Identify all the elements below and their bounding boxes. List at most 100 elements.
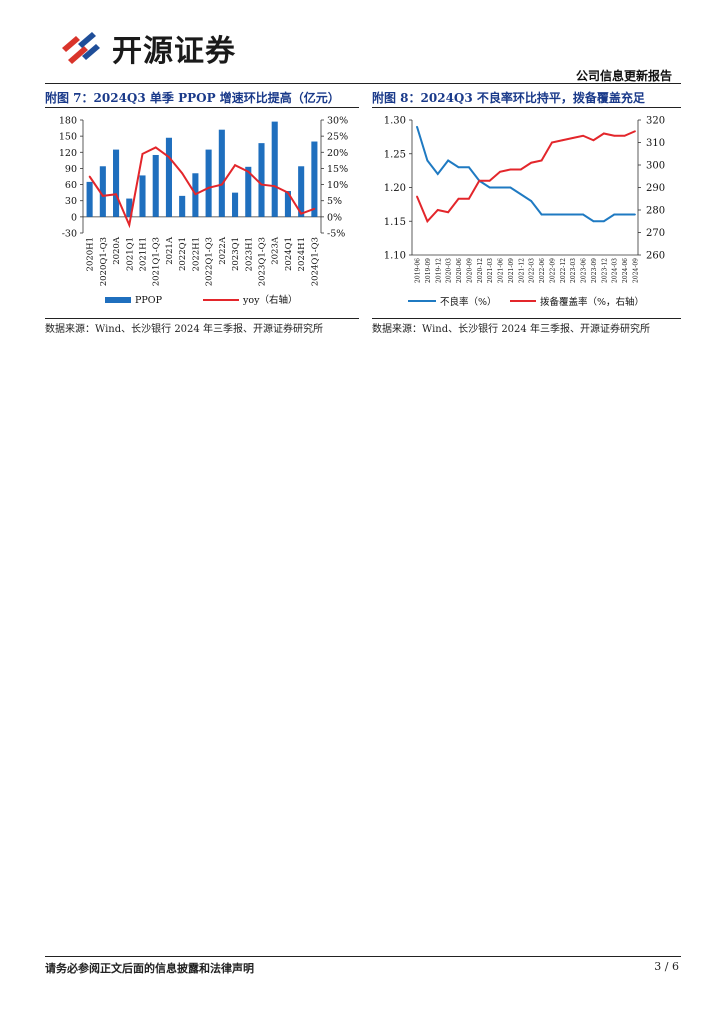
y2-tick-label: 10%: [327, 180, 348, 191]
figure-8-title: 附图 8：2024Q3 不良率环比持平，拨备覆盖充足: [372, 91, 645, 105]
y-tick-label: 1.10: [384, 251, 406, 262]
coverage-point: [519, 168, 522, 171]
x-tick-label: 2020A: [112, 236, 122, 265]
yoy-point: [260, 183, 263, 186]
y-tick-label: 120: [59, 148, 77, 159]
x-tick-label: 2023-03: [570, 258, 577, 283]
legend-label-npl: 不良率（%）: [440, 296, 497, 308]
coverage-point: [530, 161, 533, 164]
x-tick-label: 2022H1: [191, 237, 201, 271]
y2-tick-label: 30%: [327, 116, 348, 127]
y-tick-label: 30: [65, 196, 77, 207]
coverage-point: [426, 220, 429, 223]
ppop-bar: [99, 166, 106, 217]
coverage-ratio-line: [416, 130, 636, 224]
x-tick-label: 2021-03: [487, 258, 494, 283]
npl-point: [488, 186, 491, 189]
y2-tick-label: 280: [646, 206, 665, 217]
x-tick-label: 2021-09: [508, 258, 515, 283]
coverage-point: [634, 130, 636, 133]
npl-point: [551, 213, 553, 216]
npl-point: [519, 193, 522, 196]
ppop-bar: [86, 181, 93, 217]
y-tick-label: 1.20: [384, 183, 406, 194]
legend-label-coverage: 拨备覆盖率（%，右轴）: [540, 296, 644, 308]
kaiyuan-securities-logo-icon: [62, 32, 100, 64]
coverage-point: [561, 139, 564, 142]
x-tick-label: 2022Q1-Q3: [205, 237, 215, 286]
x-tick-label: 2024-06: [622, 258, 629, 283]
coverage-point: [488, 179, 491, 182]
yoy-point: [300, 212, 303, 215]
npl-point: [592, 220, 595, 223]
header-divider: [45, 83, 681, 84]
y2-tick-label: 290: [646, 183, 665, 194]
coverage-point: [436, 209, 439, 211]
yoy-point: [313, 207, 316, 210]
footer-divider: [45, 956, 681, 957]
ppop-bar: [271, 121, 278, 217]
y2-tick-label: 310: [646, 138, 665, 149]
y2-tick-label: 20%: [327, 148, 348, 159]
x-tick-label: 2022-03: [529, 258, 536, 283]
y2-tick-label: 270: [646, 228, 665, 239]
figure-7-title: 附图 7：2024Q3 单季 PPOP 增速环比提高（亿元）: [45, 91, 340, 105]
legend-label-ppop: PPOP: [135, 295, 163, 306]
x-tick-label: 2023-12: [601, 258, 608, 283]
figure-8-source-rule: [372, 318, 681, 319]
coverage-point: [582, 134, 584, 137]
yoy-point: [247, 170, 250, 173]
x-tick-label: 2021Q1-Q3: [152, 237, 162, 286]
y2-tick-label: 25%: [327, 132, 348, 143]
x-tick-label: 2021A: [165, 236, 175, 265]
ppop-bar: [311, 141, 318, 217]
y2-tick-label: 300: [646, 161, 665, 172]
x-tick-label: 2023Q1: [231, 237, 241, 271]
yoy-point: [181, 172, 184, 175]
legend-swatch-ppop: [105, 297, 131, 303]
coverage-point: [499, 170, 501, 173]
ppop-bar: [139, 175, 146, 217]
yoy-point: [194, 193, 197, 196]
x-tick-label: 2022A: [218, 236, 228, 265]
ppop-bar: [232, 192, 239, 217]
y-tick-label: 150: [59, 132, 77, 143]
y-tick-label: 90: [65, 164, 77, 175]
ppop-chart: -30 0 30 60 90 120 150 180 -5% 0% 5% 10% 15% 20% 25% 30…: [59, 116, 348, 307]
y2-tick-label: 5%: [327, 196, 342, 207]
report-type-label: 公司信息更新报告: [575, 69, 672, 83]
x-tick-label: 2022-06: [539, 258, 546, 283]
npl-point: [499, 186, 501, 189]
npl-point: [602, 220, 605, 223]
figure-8-title-rule: [372, 107, 681, 108]
npl-ratio-line: [416, 126, 635, 223]
npl-point: [509, 186, 512, 189]
yoy-point: [273, 185, 276, 188]
ppop-bar: [126, 198, 133, 217]
x-tick-label: 2022Q1: [178, 237, 188, 271]
figure-8-source: 数据来源：Wind、长沙银行 2024 年三季报、开源证券研究所: [372, 324, 650, 335]
y2-tick-label: 320: [646, 116, 665, 127]
yoy-point: [220, 183, 223, 186]
coverage-point: [602, 132, 605, 135]
coverage-point: [447, 211, 450, 214]
npl-point: [416, 125, 418, 128]
yoy-point: [168, 156, 170, 159]
ppop-bar: [113, 149, 120, 217]
yoy-point: [88, 175, 91, 178]
page-number: 3 / 6: [654, 960, 679, 973]
ppop-bar: [245, 166, 252, 217]
x-tick-label: 2020Q1-Q3: [99, 237, 109, 286]
npl-point: [582, 213, 584, 216]
company-logo-text: 开源证券: [112, 34, 236, 69]
coverage-point: [457, 197, 460, 200]
npl-point: [436, 173, 439, 175]
y2-tick-label: 260: [646, 251, 665, 262]
npl-coverage-chart: 1.10 1.15 1.20 1.25 1.30 260 270 280 290 300 310 32…: [384, 116, 665, 309]
ppop-bar: [258, 143, 265, 217]
npl-point: [613, 213, 616, 216]
npl-point: [426, 159, 429, 162]
coverage-point: [551, 141, 553, 144]
ppop-bar: [298, 166, 305, 217]
x-tick-label: 2019-12: [435, 258, 442, 283]
